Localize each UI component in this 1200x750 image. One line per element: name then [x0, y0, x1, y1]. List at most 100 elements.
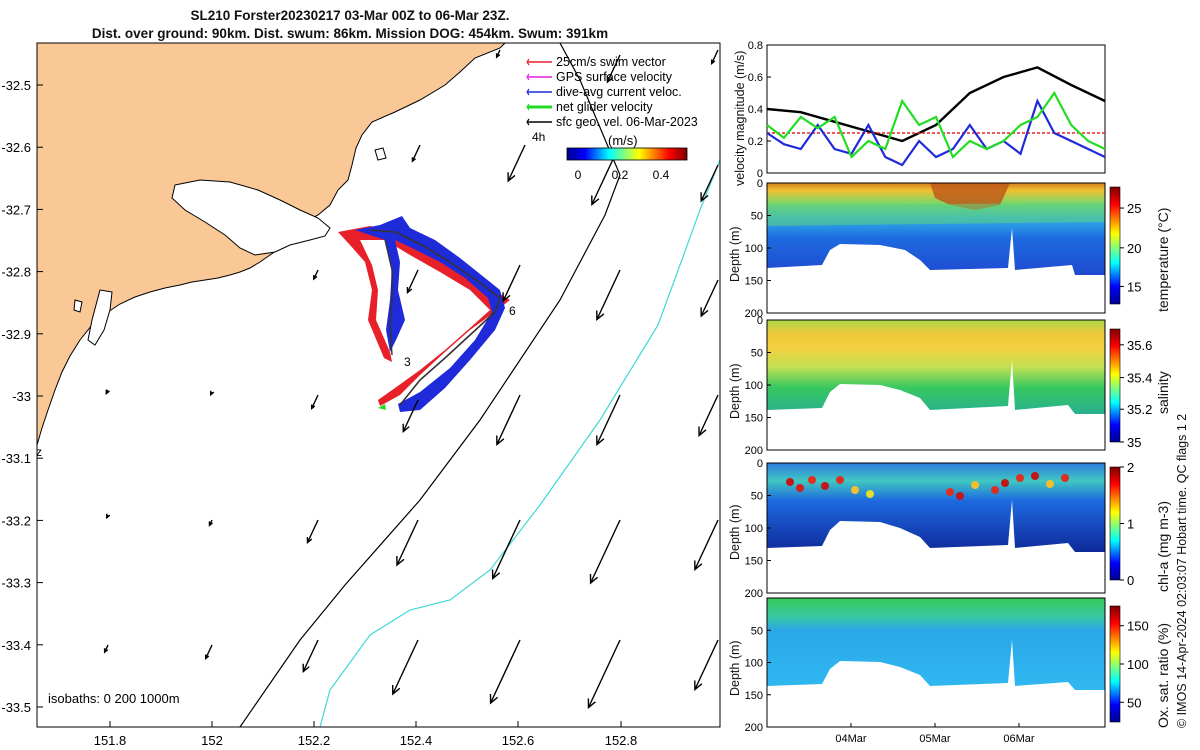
vel-ytick-label: 0.8 — [748, 40, 763, 52]
depth-tick-label: 100 — [745, 658, 763, 670]
arrow-head — [489, 693, 499, 705]
colorbar-tick-label: 100 — [1127, 657, 1149, 672]
date-tick-label: 05Mar — [919, 733, 951, 745]
map-ytick-label: -32.8 — [1, 265, 31, 280]
velocity-vector-arrow — [208, 519, 214, 527]
chla-high-point — [971, 481, 979, 489]
velocity-vector-arrow — [606, 54, 621, 84]
glider-track — [338, 216, 510, 412]
colorbar-tick-label: 2 — [1127, 460, 1134, 475]
map-xtick-label: 152 — [201, 733, 223, 748]
map-ytick-label: -33 — [12, 389, 31, 404]
arrow-head — [596, 310, 605, 321]
depth-tick-label: 50 — [751, 491, 763, 503]
velocity-vector-arrow — [698, 394, 719, 437]
velocity-vector-arrow — [710, 49, 719, 65]
arrow-head — [406, 286, 413, 294]
velocity-vector-arrow — [694, 639, 719, 691]
colorbar-tick-0: 0 — [575, 168, 582, 182]
ox-colorbar-label: Ox. sat. ratio (%) — [1155, 622, 1171, 728]
chla-high-point — [1016, 474, 1024, 482]
velocity-vector-arrow — [589, 519, 621, 585]
velocity-vector-arrow — [310, 394, 319, 410]
oxygen-section — [766, 597, 1121, 728]
arrow-head — [313, 274, 318, 281]
arrow-shaft — [406, 269, 419, 293]
colorbar-tick-2: 0.4 — [653, 168, 670, 182]
arrow-head — [105, 389, 110, 396]
velocity-vector-arrow — [391, 639, 419, 696]
arrow-shaft — [205, 644, 213, 659]
velocity-vector-arrow — [489, 639, 521, 705]
depth-tick-label: 200 — [745, 722, 763, 734]
map-ytick-label: -33.3 — [1, 576, 31, 591]
legend-item: dive-avg current veloc. — [526, 85, 682, 99]
vel-ytick-label: 0.2 — [748, 136, 763, 148]
velocity-vector-arrow — [406, 269, 419, 294]
map-ytick-label: -32.9 — [1, 327, 31, 342]
arrow-shaft — [587, 639, 621, 708]
map-xtick-label: 152.8 — [605, 733, 638, 748]
arrow-head — [204, 654, 210, 660]
arrow-shaft — [492, 519, 521, 579]
velocity-vector-arrow — [204, 644, 213, 660]
velocity-ylabel: velocity magnitude (m/s) — [733, 50, 747, 186]
velocity-vector-arrow — [596, 269, 621, 321]
arrow-head — [606, 75, 613, 84]
map-xtick-label: 152.4 — [400, 733, 433, 748]
arrow-head — [391, 684, 401, 696]
panel-axes: 0501001502001520250501001502003535.235.4… — [745, 178, 1153, 745]
map-ytick-label: -32.6 — [1, 140, 31, 155]
legend-label: net glider velocity — [556, 100, 653, 114]
title-line1: SL210 Forster20230217 03-Mar 00Z to 06-M… — [190, 8, 510, 23]
arrow-head — [105, 513, 111, 520]
arrow-shaft — [596, 394, 621, 445]
colorbar-tick-label: 150 — [1127, 619, 1149, 634]
arrow-shaft — [313, 269, 319, 280]
legend-arrowhead — [526, 88, 530, 96]
velocity-vector-arrow — [596, 394, 621, 446]
map-ytick-label: -33.4 — [1, 638, 31, 653]
velocity-vector-arrow — [700, 164, 719, 203]
arrow-head — [306, 536, 313, 544]
map-ytick-label: -32.7 — [1, 202, 31, 217]
depth-tick-label: 50 — [751, 348, 763, 360]
colorbar-tick-label: 50 — [1127, 695, 1141, 710]
map-ytick-label: -33.1 — [1, 451, 31, 466]
map-colorbar: (m/s) 0 0.2 0.4 — [566, 133, 688, 182]
velocity-vector-arrow — [591, 154, 616, 206]
velocity-vector-arrow — [495, 49, 501, 59]
velocity-vector-arrow — [103, 644, 109, 654]
isobath-1000 — [319, 159, 720, 727]
velocity-vector-arrow — [491, 519, 521, 580]
velocity-vector-arrow — [694, 519, 719, 571]
legend-item: net glider velocity — [526, 100, 653, 114]
depth-tick-label: 200 — [745, 588, 763, 600]
isobath-200 — [239, 43, 621, 727]
legend-label: 25cm/s swim vector — [556, 55, 666, 69]
velocity-series-line — [766, 90, 1106, 159]
map-ytick-label: -32.5 — [1, 78, 31, 93]
velocity-vector-arrow — [313, 269, 319, 281]
legend-item: 25cm/s swim vector — [526, 55, 666, 69]
legend-label: dive-avg current veloc. — [556, 85, 682, 99]
velocity-vector-arrow — [105, 389, 110, 396]
chla-high-point — [1046, 480, 1054, 488]
depth-tick-label: 100 — [745, 523, 763, 535]
date-tick-label: 06Mar — [1003, 733, 1035, 745]
chla-depth-ylabel: Depth (m) — [728, 504, 742, 560]
depth-tick-label: 100 — [745, 380, 763, 392]
arrow-head — [302, 663, 310, 673]
map-panel: 151.8 152 152.2 152.4 152.6 152.8 -32.5 -32.6 -3… — [1, 42, 721, 748]
depth-tick-label: 150 — [745, 556, 763, 568]
depth-tick-label: 0 — [757, 178, 763, 190]
arrow-shaft — [396, 519, 419, 566]
map-ytick-label: -33.2 — [1, 513, 31, 528]
velocity-series-line — [766, 98, 1106, 167]
arrow-head — [700, 307, 709, 318]
arrow-head — [496, 435, 505, 446]
arrow-head — [491, 569, 501, 580]
depth-tick-label: 0 — [757, 315, 763, 327]
velocity-vector-arrow — [209, 390, 215, 397]
